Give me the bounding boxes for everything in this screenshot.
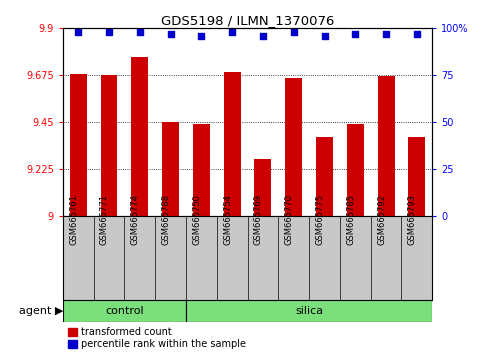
Text: GSM665774: GSM665774: [131, 194, 140, 245]
Text: control: control: [105, 306, 143, 316]
Point: [74, 29, 82, 35]
Text: GSM665788: GSM665788: [161, 194, 170, 245]
Text: GSM665754: GSM665754: [223, 194, 232, 245]
Bar: [285, 78, 302, 216]
Bar: [162, 122, 179, 216]
Bar: [70, 74, 86, 216]
Text: GSM665775: GSM665775: [315, 194, 325, 245]
Bar: [63, 300, 186, 322]
Point: [167, 31, 174, 37]
Legend: transformed count, percentile rank within the sample: transformed count, percentile rank withi…: [68, 327, 246, 349]
Bar: [378, 76, 395, 216]
Bar: [193, 124, 210, 216]
Bar: [255, 159, 271, 216]
Bar: [409, 137, 426, 216]
Text: GSM665785: GSM665785: [346, 194, 355, 245]
Text: agent ▶: agent ▶: [19, 306, 64, 316]
Bar: [131, 57, 148, 216]
Point: [352, 31, 359, 37]
Point: [198, 33, 205, 39]
Point: [413, 31, 421, 37]
Bar: [186, 300, 432, 322]
Bar: [224, 72, 241, 216]
Title: GDS5198 / ILMN_1370076: GDS5198 / ILMN_1370076: [161, 14, 334, 27]
Text: GSM665761: GSM665761: [69, 194, 78, 245]
Bar: [316, 137, 333, 216]
Bar: [347, 124, 364, 216]
Point: [321, 33, 328, 39]
Text: GSM665769: GSM665769: [254, 194, 263, 245]
Text: GSM665771: GSM665771: [100, 194, 109, 245]
Bar: [100, 75, 117, 216]
Text: GSM665793: GSM665793: [408, 194, 417, 245]
Point: [290, 29, 298, 35]
Point: [228, 29, 236, 35]
Text: GSM665792: GSM665792: [377, 194, 386, 245]
Point: [105, 29, 113, 35]
Point: [382, 31, 390, 37]
Point: [259, 33, 267, 39]
Text: GSM665750: GSM665750: [192, 194, 201, 245]
Text: GSM665770: GSM665770: [284, 194, 294, 245]
Text: silica: silica: [295, 306, 323, 316]
Point: [136, 29, 143, 35]
